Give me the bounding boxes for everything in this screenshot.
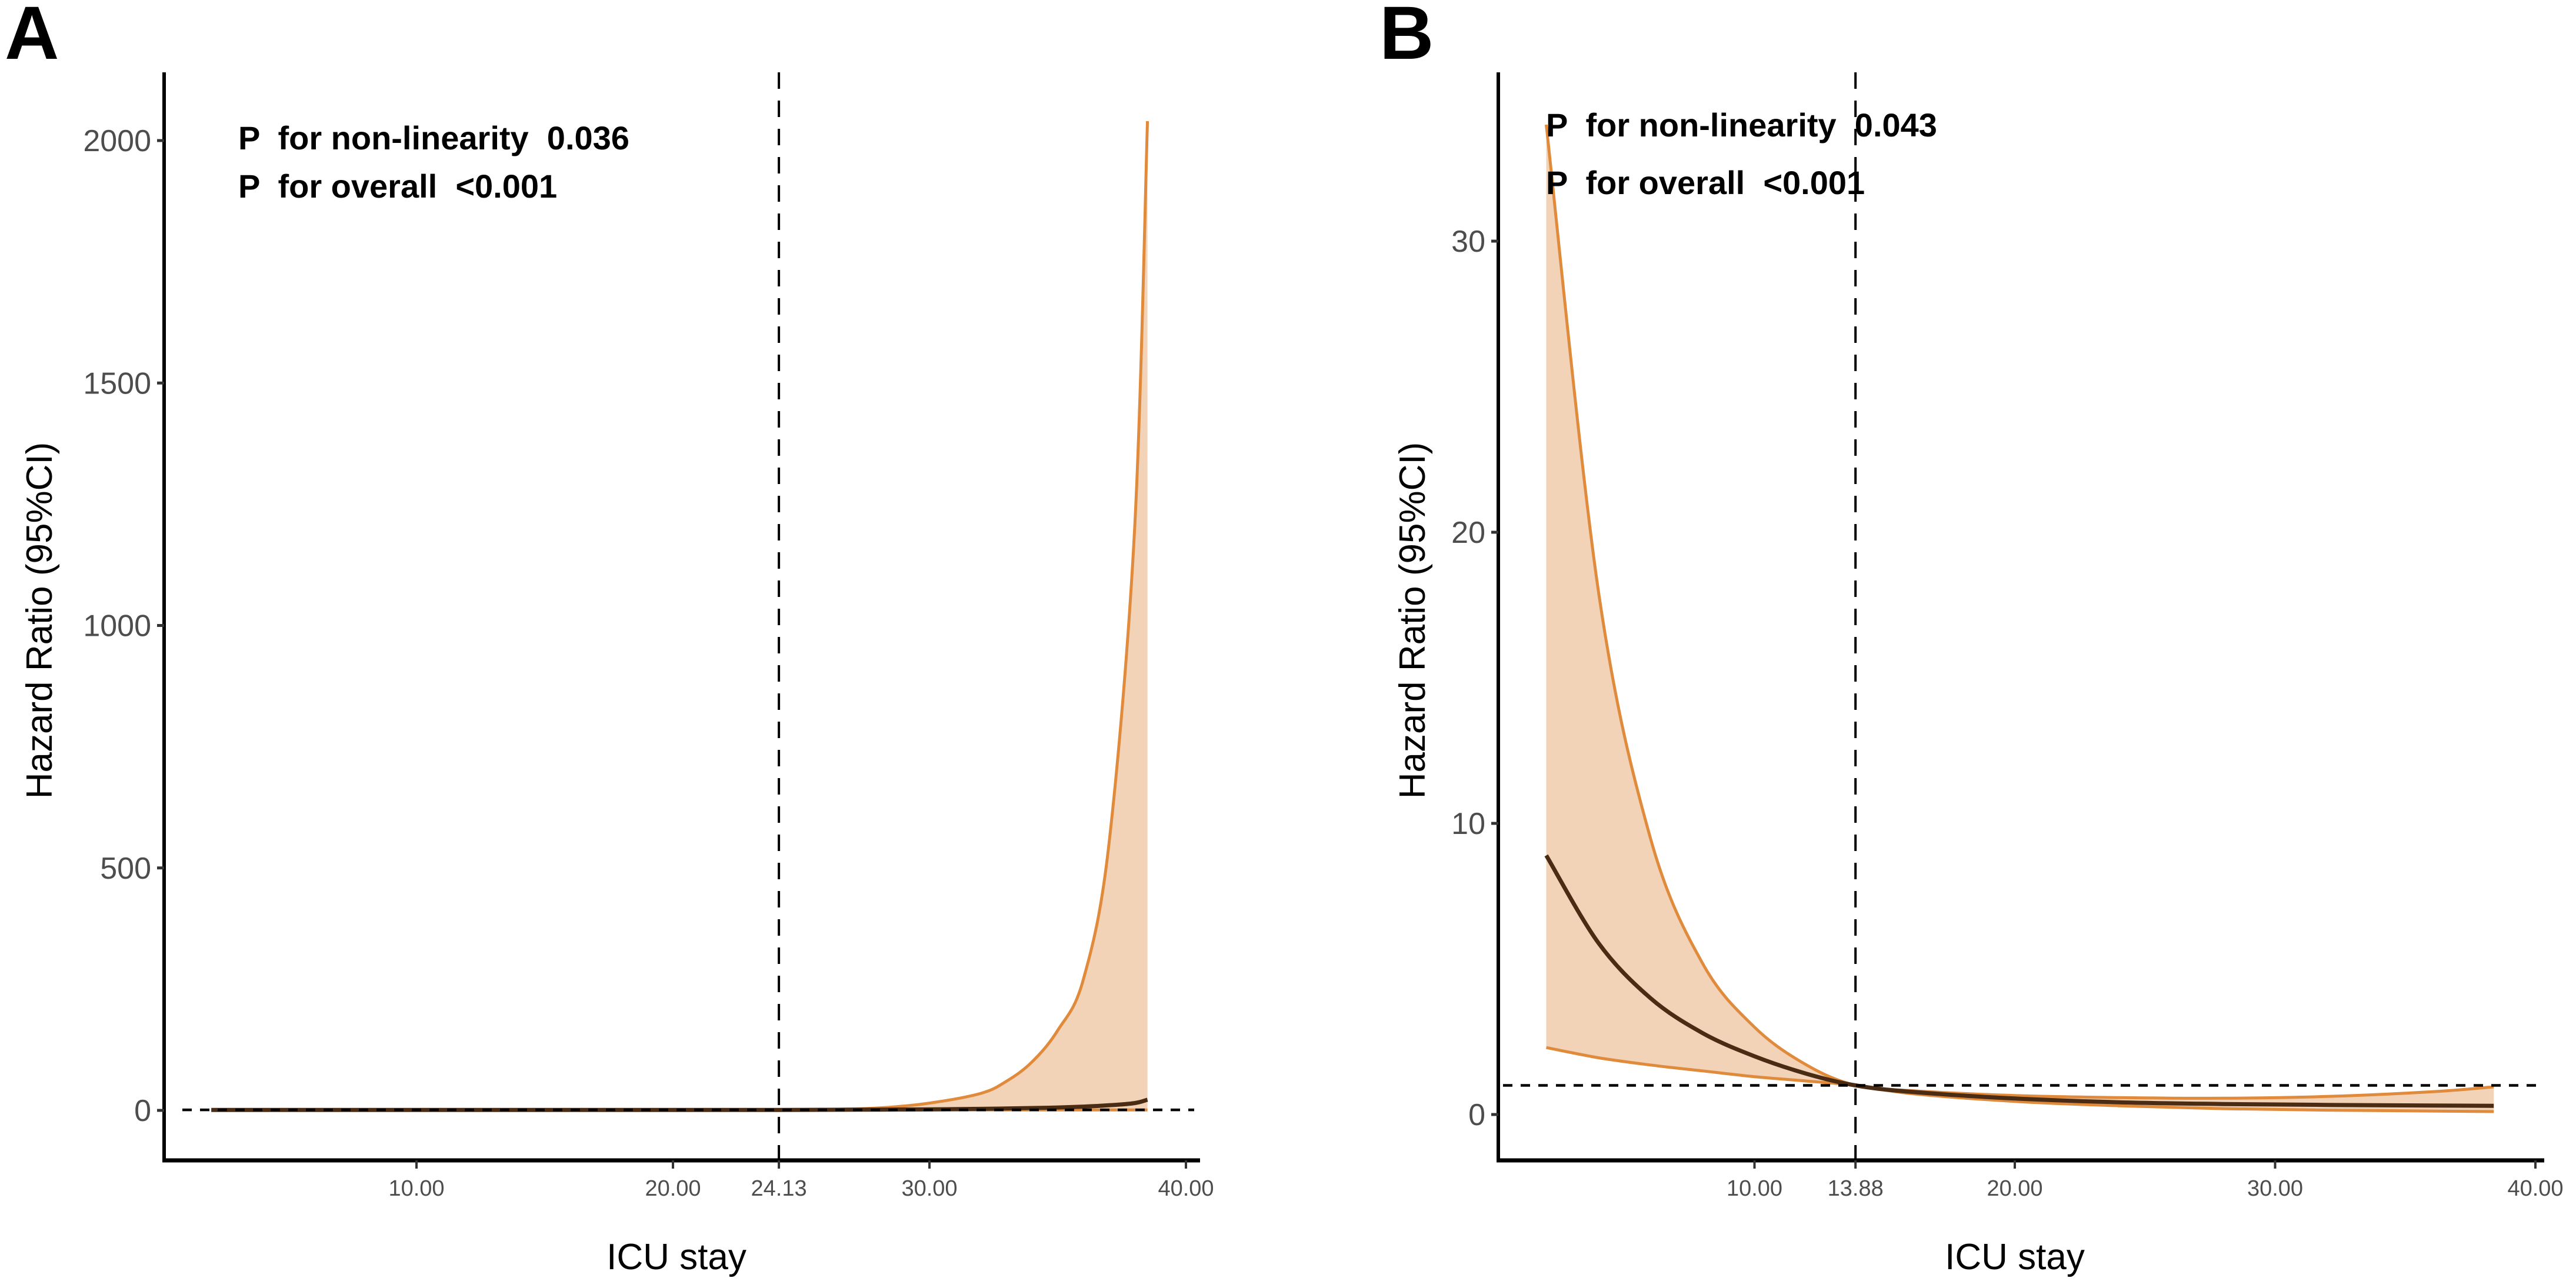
- p-overall-annotation-a: P for overall <0.001: [238, 168, 557, 205]
- x-tick-label-b: 30.00: [2247, 1176, 2303, 1201]
- ci-ribbon-a: [211, 121, 1148, 1110]
- x-axis-title-a: ICU stay: [606, 1237, 747, 1277]
- panel-b: B 0 10 20 30 10.00 13.88 20.00 30.00 40.00 P for…: [1379, 0, 2564, 1277]
- y-axis-title-b: Hazard Ratio (95%CI): [1392, 442, 1433, 799]
- p-nonlinearity-annotation-b: P for non-linearity 0.043: [1546, 106, 1937, 144]
- y-tick-label-a: 500: [100, 852, 151, 886]
- y-tick-label-a: 1000: [83, 609, 151, 643]
- x-tick-label-a: 24.13: [751, 1176, 807, 1201]
- panel-a: A 0 500 1000 1500 2000 10.00 20.00 24.13 30.00 40…: [5, 0, 1214, 1277]
- x-axis-title-b: ICU stay: [1945, 1237, 2085, 1277]
- ci-ribbon-b: [1546, 125, 2494, 1112]
- y-axis-title-a: Hazard Ratio (95%CI): [19, 442, 60, 799]
- y-tick-label-b: 20: [1451, 516, 1485, 550]
- x-tick-label-b: 20.00: [1987, 1176, 2042, 1201]
- x-tick-label-a: 40.00: [1158, 1176, 1214, 1201]
- panel-letter-a: A: [5, 0, 59, 75]
- x-tick-label-a: 30.00: [901, 1176, 957, 1201]
- panel-letter-b: B: [1379, 0, 1434, 75]
- lower-ci-line-b: [1546, 1046, 2494, 1113]
- y-tick-label-b: 0: [1468, 1098, 1485, 1132]
- y-tick-label-b: 10: [1451, 807, 1485, 841]
- x-tick-label-b: 10.00: [1727, 1176, 1782, 1201]
- x-tick-label-a: 20.00: [645, 1176, 701, 1201]
- y-tick-label-b: 30: [1451, 225, 1485, 259]
- upper-ci-line-a: [211, 121, 1149, 1112]
- y-tick-label-a: 2000: [83, 124, 151, 158]
- x-tick-label-b: 40.00: [2507, 1176, 2563, 1201]
- x-tick-label-a: 10.00: [388, 1176, 444, 1201]
- plot-area-b: 0 10 20 30 10.00 13.88 20.00 30.00 40.00: [1451, 72, 2564, 1201]
- hr-line-b: [1544, 854, 2494, 1108]
- y-tick-label-a: 1500: [83, 366, 151, 401]
- p-nonlinearity-annotation-a: P for non-linearity 0.036: [238, 119, 629, 156]
- x-tick-label-b: 13.88: [1828, 1176, 1884, 1201]
- plot-area-a: 0 500 1000 1500 2000 10.00 20.00 24.13 30.00 40.0…: [83, 72, 1214, 1201]
- y-tick-label-a: 0: [134, 1094, 151, 1128]
- p-overall-annotation-b: P for overall <0.001: [1546, 164, 1865, 201]
